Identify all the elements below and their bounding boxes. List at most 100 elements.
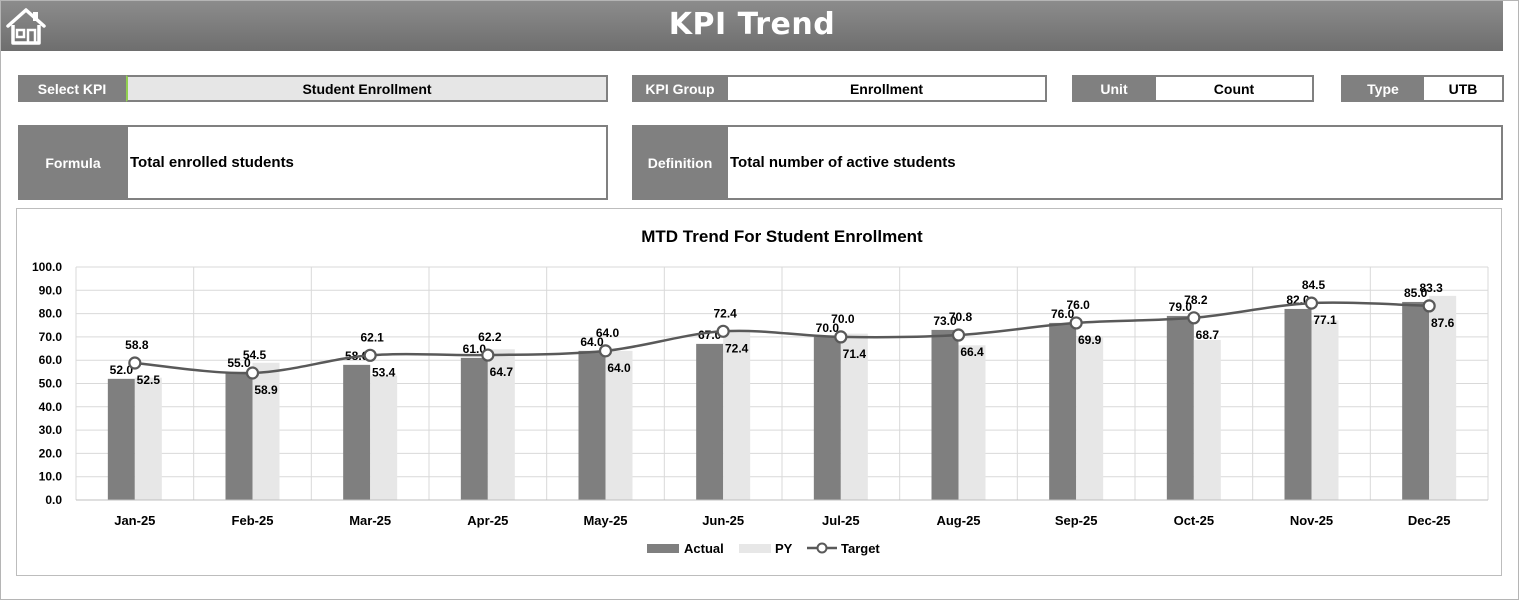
trend-chart: MTD Trend For Student Enrollment 0.0 10.0 2… bbox=[32, 227, 1489, 556]
bar-actual bbox=[1284, 308, 1312, 500]
kpi-group-value: Enrollment bbox=[726, 75, 1047, 102]
formula-label: Formula bbox=[18, 125, 128, 200]
target-marker bbox=[834, 330, 848, 344]
bar-py bbox=[723, 331, 751, 500]
definition-value: Total number of active students bbox=[726, 125, 1503, 200]
bar-actual bbox=[696, 343, 724, 500]
data-label-actual: 55.0 bbox=[227, 356, 251, 370]
data-label-target: 62.2 bbox=[478, 330, 502, 344]
data-label-target: 70.8 bbox=[949, 310, 973, 324]
select-kpi-label: Select KPI bbox=[18, 75, 126, 102]
bar-actual bbox=[931, 329, 959, 500]
data-label-py: 64.7 bbox=[490, 365, 514, 379]
data-label-py: 69.9 bbox=[1078, 333, 1102, 347]
bar-py bbox=[1076, 337, 1104, 500]
bar-py bbox=[252, 362, 280, 500]
bar-actual bbox=[343, 364, 371, 500]
data-label-py: 87.6 bbox=[1431, 316, 1455, 330]
y-tick-label: 20.0 bbox=[39, 446, 63, 460]
unit-label: Unit bbox=[1072, 75, 1156, 102]
data-label-target: 72.4 bbox=[713, 306, 737, 320]
legend-label-actual: Actual bbox=[684, 541, 724, 556]
data-label-target: 76.0 bbox=[1066, 298, 1090, 312]
data-label-actual: 79.0 bbox=[1169, 300, 1193, 314]
target-marker bbox=[716, 324, 730, 338]
target-marker bbox=[1422, 299, 1436, 313]
data-label-py: 68.7 bbox=[1196, 328, 1220, 342]
data-label-target: 83.3 bbox=[1419, 281, 1443, 295]
x-tick-label: Apr-25 bbox=[467, 513, 508, 528]
data-label-py: 72.4 bbox=[725, 341, 749, 355]
kpi-group-label: KPI Group bbox=[632, 75, 728, 102]
target-marker bbox=[951, 328, 966, 342]
legend-swatch-target-marker bbox=[816, 542, 828, 554]
data-label-actual: 76.0 bbox=[1051, 307, 1075, 321]
y-tick-label: 90.0 bbox=[39, 283, 63, 297]
type-label: Type bbox=[1341, 75, 1425, 102]
bar-py bbox=[487, 349, 515, 500]
data-label-py: 66.4 bbox=[960, 345, 984, 359]
target-marker bbox=[481, 348, 495, 362]
bar-py bbox=[1429, 295, 1457, 500]
x-tick-label: Aug-25 bbox=[936, 513, 980, 528]
bar-py bbox=[1193, 339, 1221, 500]
bar-py bbox=[605, 350, 633, 500]
legend-swatch-py bbox=[739, 544, 771, 553]
legend-swatch-actual bbox=[647, 544, 679, 553]
data-label-actual: 73.0 bbox=[933, 314, 957, 328]
bar-actual bbox=[225, 371, 253, 500]
bar-py bbox=[134, 377, 162, 500]
x-tick-label: Jun-25 bbox=[702, 513, 744, 528]
trend-chart-box: MTD Trend For Student Enrollment 0.0 10.0 2… bbox=[16, 208, 1502, 576]
data-label-target: 58.8 bbox=[125, 338, 149, 352]
x-tick-label: Oct-25 bbox=[1174, 513, 1214, 528]
x-tick-label: Jul-25 bbox=[822, 513, 860, 528]
definition-label: Definition bbox=[632, 125, 728, 200]
y-tick-label: 100.0 bbox=[32, 260, 62, 274]
unit-value: Count bbox=[1154, 75, 1314, 102]
bar-py bbox=[1311, 320, 1339, 500]
header-bar: KPI Trend bbox=[1, 1, 1503, 51]
formula-value: Total enrolled students bbox=[126, 125, 608, 200]
target-marker bbox=[1304, 296, 1319, 310]
x-tick-label: Dec-25 bbox=[1408, 513, 1451, 528]
data-label-actual: 52.0 bbox=[110, 363, 134, 377]
chart-title: MTD Trend For Student Enrollment bbox=[641, 227, 923, 246]
y-tick-label: 70.0 bbox=[39, 330, 63, 344]
y-tick-label: 10.0 bbox=[39, 470, 63, 484]
target-line bbox=[134, 301, 1430, 375]
target-marker bbox=[1187, 311, 1201, 325]
data-label-py: 53.4 bbox=[372, 365, 396, 379]
y-tick-label: 0.0 bbox=[45, 493, 62, 507]
x-tick-label: Feb-25 bbox=[232, 513, 274, 528]
bar-actual bbox=[107, 378, 135, 500]
data-label-target: 62.1 bbox=[360, 330, 384, 344]
target-marker bbox=[1069, 316, 1083, 330]
bar-py bbox=[840, 333, 868, 500]
target-marker bbox=[128, 356, 142, 370]
data-label-target: 70.0 bbox=[831, 312, 855, 326]
select-kpi-dropdown[interactable]: Student Enrollment bbox=[126, 75, 608, 102]
data-label-py: 58.9 bbox=[254, 383, 278, 397]
data-label-actual: 61.0 bbox=[463, 342, 487, 356]
legend-label-target: Target bbox=[841, 541, 880, 556]
y-tick-label: 30.0 bbox=[39, 423, 63, 437]
data-label-actual: 85.0 bbox=[1404, 286, 1428, 300]
page-title: KPI Trend bbox=[668, 7, 836, 42]
x-tick-label: May-25 bbox=[583, 513, 627, 528]
y-tick-label: 50.0 bbox=[39, 377, 63, 391]
target-marker bbox=[598, 344, 613, 358]
target-marker bbox=[245, 366, 260, 380]
data-label-actual: 64.0 bbox=[580, 335, 604, 349]
bar-py bbox=[370, 375, 398, 500]
x-tick-label: Mar-25 bbox=[349, 513, 391, 528]
data-label-target: 78.2 bbox=[1184, 293, 1208, 307]
data-label-py: 52.5 bbox=[137, 373, 161, 387]
home-icon[interactable] bbox=[5, 6, 47, 46]
x-tick-label: Sep-25 bbox=[1055, 513, 1098, 528]
type-value: UTB bbox=[1422, 75, 1504, 102]
target-marker bbox=[363, 348, 377, 362]
bar-py bbox=[958, 345, 986, 500]
data-label-target: 84.5 bbox=[1302, 278, 1326, 292]
bar-actual bbox=[1402, 301, 1430, 500]
